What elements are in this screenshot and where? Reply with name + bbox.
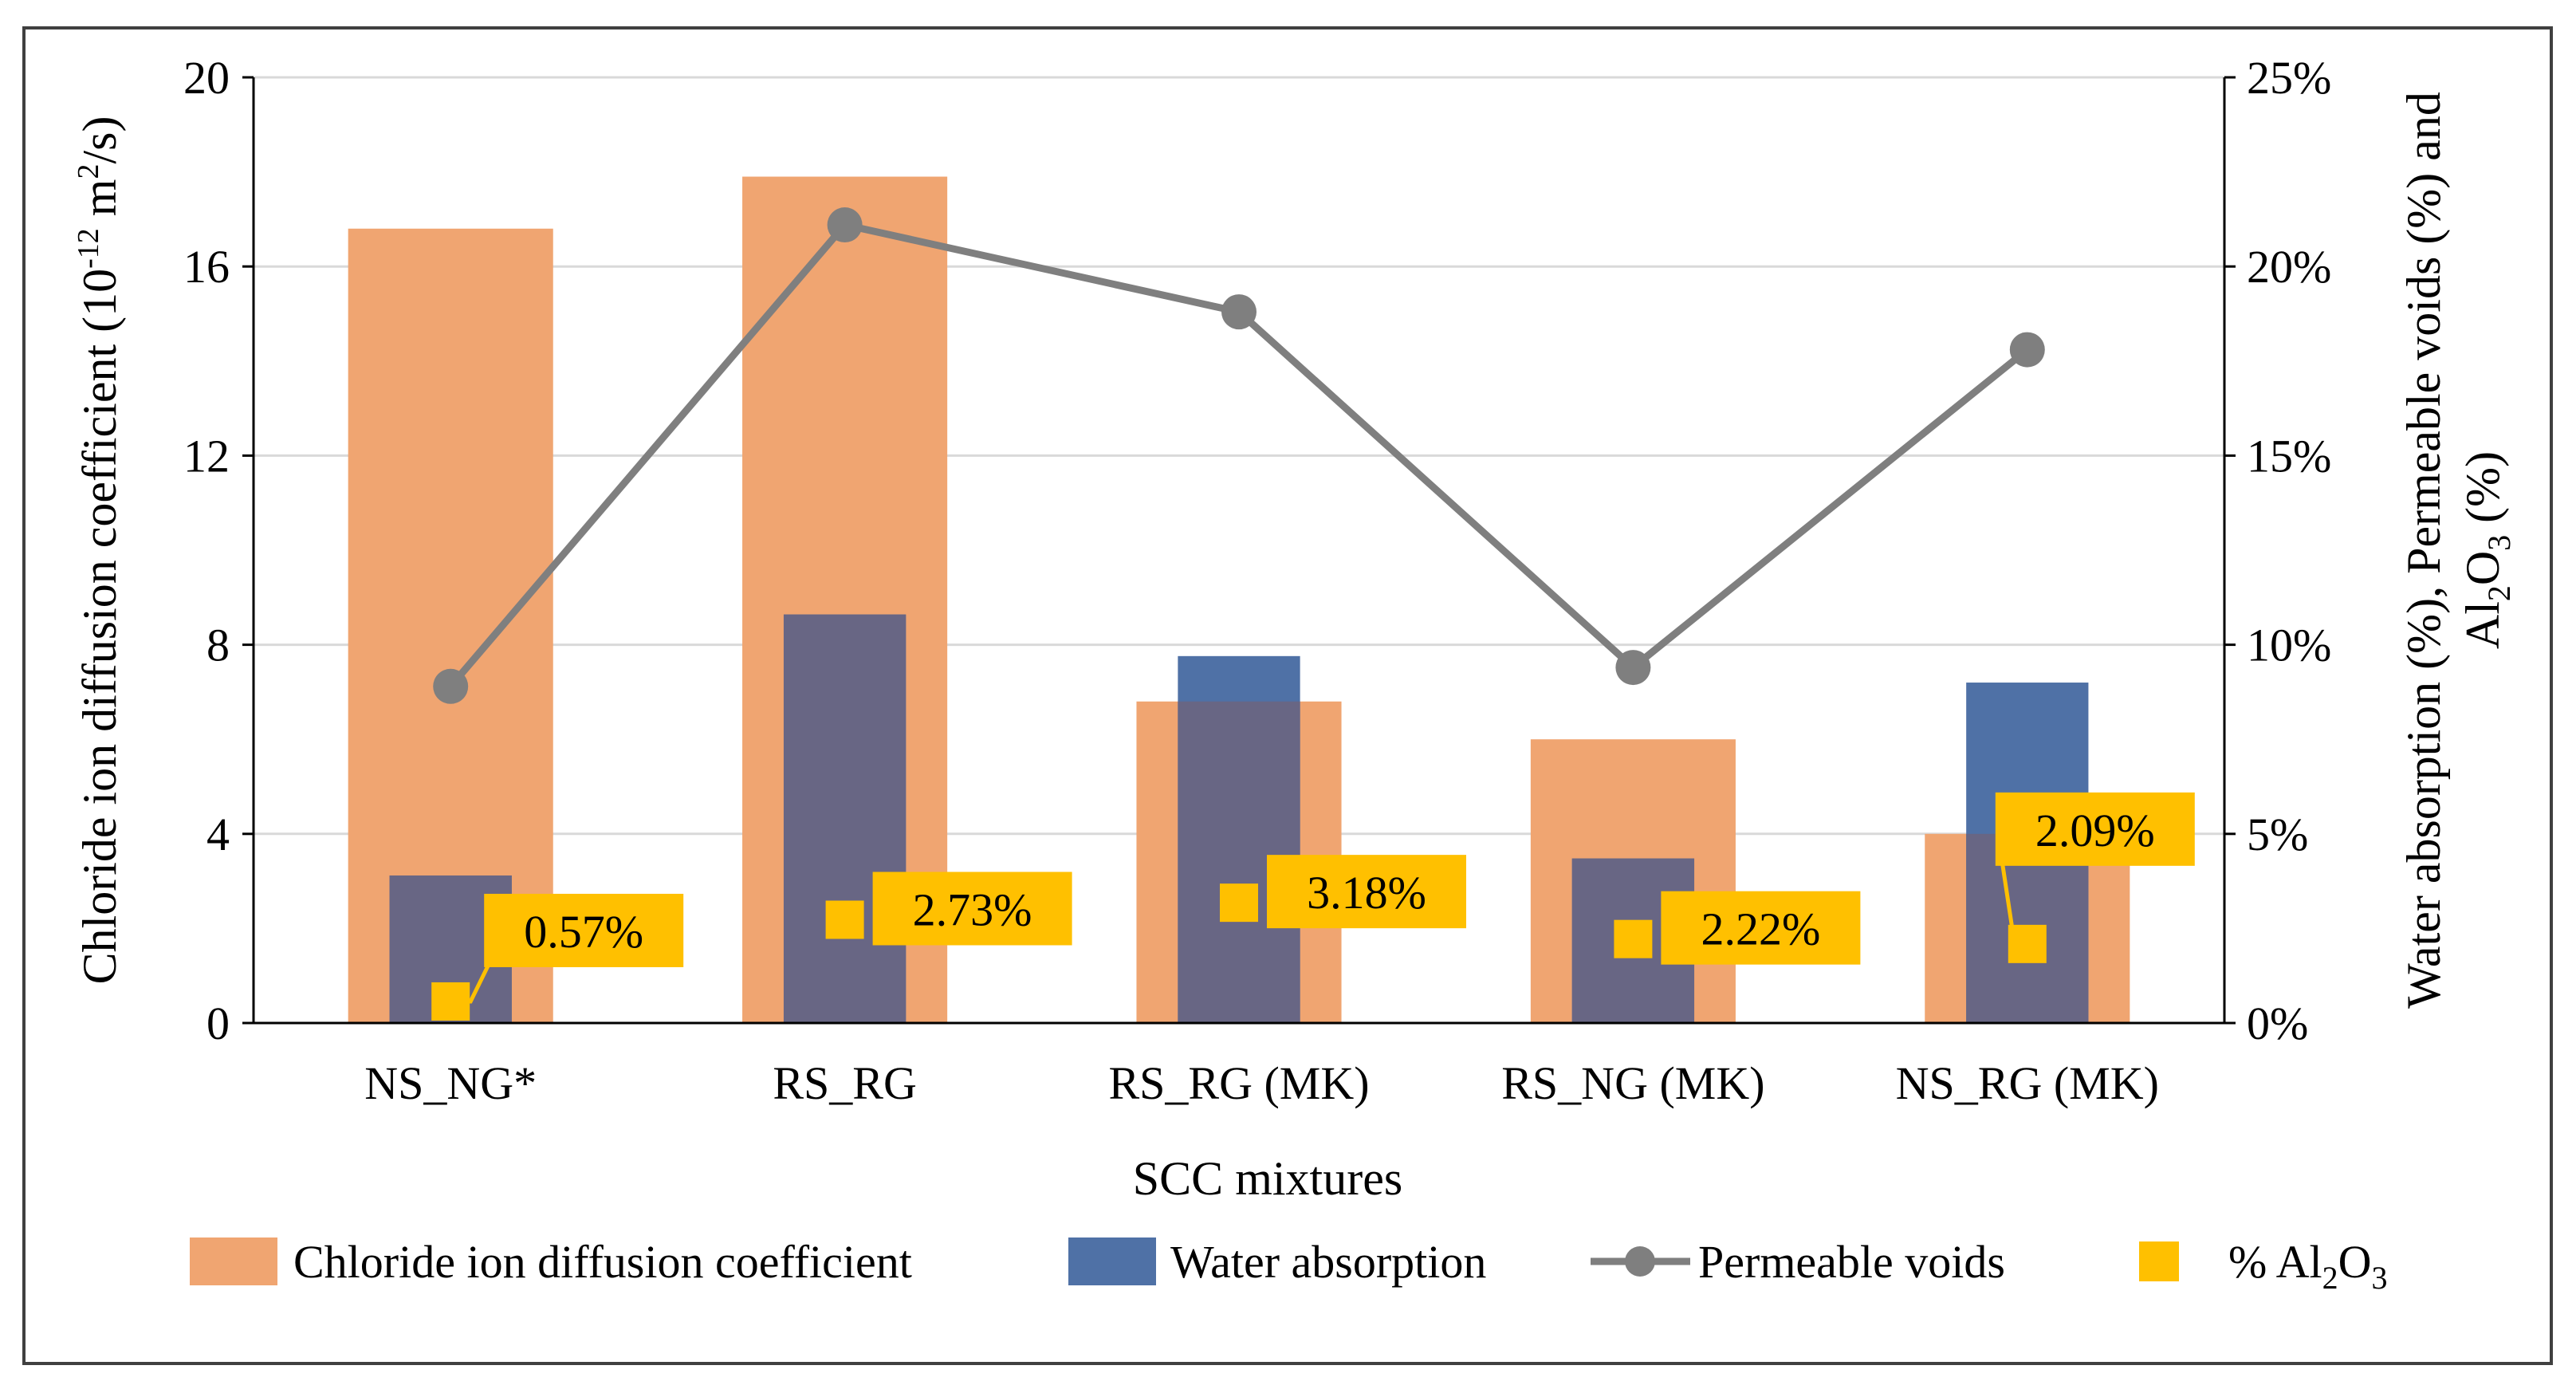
legend: Chloride ion diffusion coefficient Water… <box>190 1236 2388 1296</box>
legend-label-al2o3: % Al2O3 <box>2228 1236 2388 1296</box>
left-axis-ticks: 0 4 8 12 16 20 <box>183 52 254 1049</box>
category-label: NS_NG* <box>364 1057 537 1109</box>
x-axis-title: SCC mixtures <box>1133 1152 1402 1205</box>
left-tick-label: 4 <box>206 809 230 860</box>
al2o3-data-label: 0.57% <box>524 906 643 958</box>
legend-label-voids: Permeable voids <box>1698 1236 2005 1288</box>
left-tick-label: 8 <box>206 620 230 671</box>
right-tick-label: 0% <box>2247 997 2308 1049</box>
al2o3-data-label: 2.09% <box>2035 805 2155 856</box>
bar-overlap-regions <box>389 614 2089 1023</box>
al2o3-label-box <box>1661 891 1861 965</box>
al2o3-data-label: 2.22% <box>1701 903 1820 955</box>
right-tick-label: 25% <box>2247 52 2331 104</box>
al2o3-label-box <box>872 872 1072 946</box>
al2o3-marker <box>1220 883 1258 923</box>
al2o3-marker <box>431 982 470 1021</box>
right-tick-label: 15% <box>2247 430 2331 482</box>
right-tick-label: 5% <box>2247 809 2308 860</box>
al2o3-markers: 0.57% 2.73% 3.18% 2.22% 2.09% <box>431 792 2195 1021</box>
legend-marker-voids <box>1625 1246 1655 1277</box>
right-tick-label: 10% <box>2247 620 2331 671</box>
left-tick-label: 0 <box>206 997 230 1049</box>
permeable-voids-point <box>433 668 469 704</box>
permeable-voids-point <box>1615 650 1651 686</box>
axes <box>252 77 2226 1025</box>
permeable-voids-point <box>827 207 863 243</box>
al2o3-label-box <box>484 893 684 967</box>
category-label: NS_RG (MK) <box>1896 1057 2159 1109</box>
al2o3-marker <box>825 900 864 939</box>
permeable-voids-line <box>433 207 2045 704</box>
al2o3-marker <box>1614 919 1653 958</box>
right-tick-label: 20% <box>2247 241 2331 293</box>
legend-swatch-water <box>1068 1238 1156 1285</box>
legend-marker-al2o3 <box>2139 1241 2179 1281</box>
permeable-voids-point <box>2009 332 2045 368</box>
al2o3-data-label: 3.18% <box>1307 867 1426 919</box>
category-label: RS_NG (MK) <box>1501 1057 1764 1109</box>
legend-swatch-chloride <box>190 1238 277 1285</box>
al2o3-label-box <box>1995 792 2195 866</box>
legend-label-chloride: Chloride ion diffusion coefficient <box>293 1236 912 1288</box>
category-label: RS_RG (MK) <box>1108 1057 1369 1109</box>
left-axis-title: Chloride ion diffusion coefficient (10-1… <box>72 116 126 985</box>
category-label: RS_RG <box>773 1057 917 1109</box>
al2o3-label-box <box>1267 855 1466 929</box>
gridlines <box>254 76 2224 836</box>
left-tick-label: 16 <box>183 241 230 293</box>
permeable-voids-point <box>1221 294 1257 330</box>
al2o3-marker <box>2008 924 2047 963</box>
left-tick-label: 12 <box>183 430 230 482</box>
right-axis-title: Water absorption (%), Permeable voids (%… <box>2397 92 2517 1009</box>
bar-overlap-region <box>783 614 907 1023</box>
legend-label-water: Water absorption <box>1170 1236 1486 1288</box>
al2o3-data-label: 2.73% <box>913 883 1032 935</box>
left-tick-label: 20 <box>183 52 230 104</box>
category-labels: NS_NG* RS_RG RS_RG (MK) RS_NG (MK) NS_RG (MK… <box>364 1057 2159 1109</box>
right-axis-ticks: 0% 5% 10% 15% 20% 25% <box>2224 52 2331 1049</box>
